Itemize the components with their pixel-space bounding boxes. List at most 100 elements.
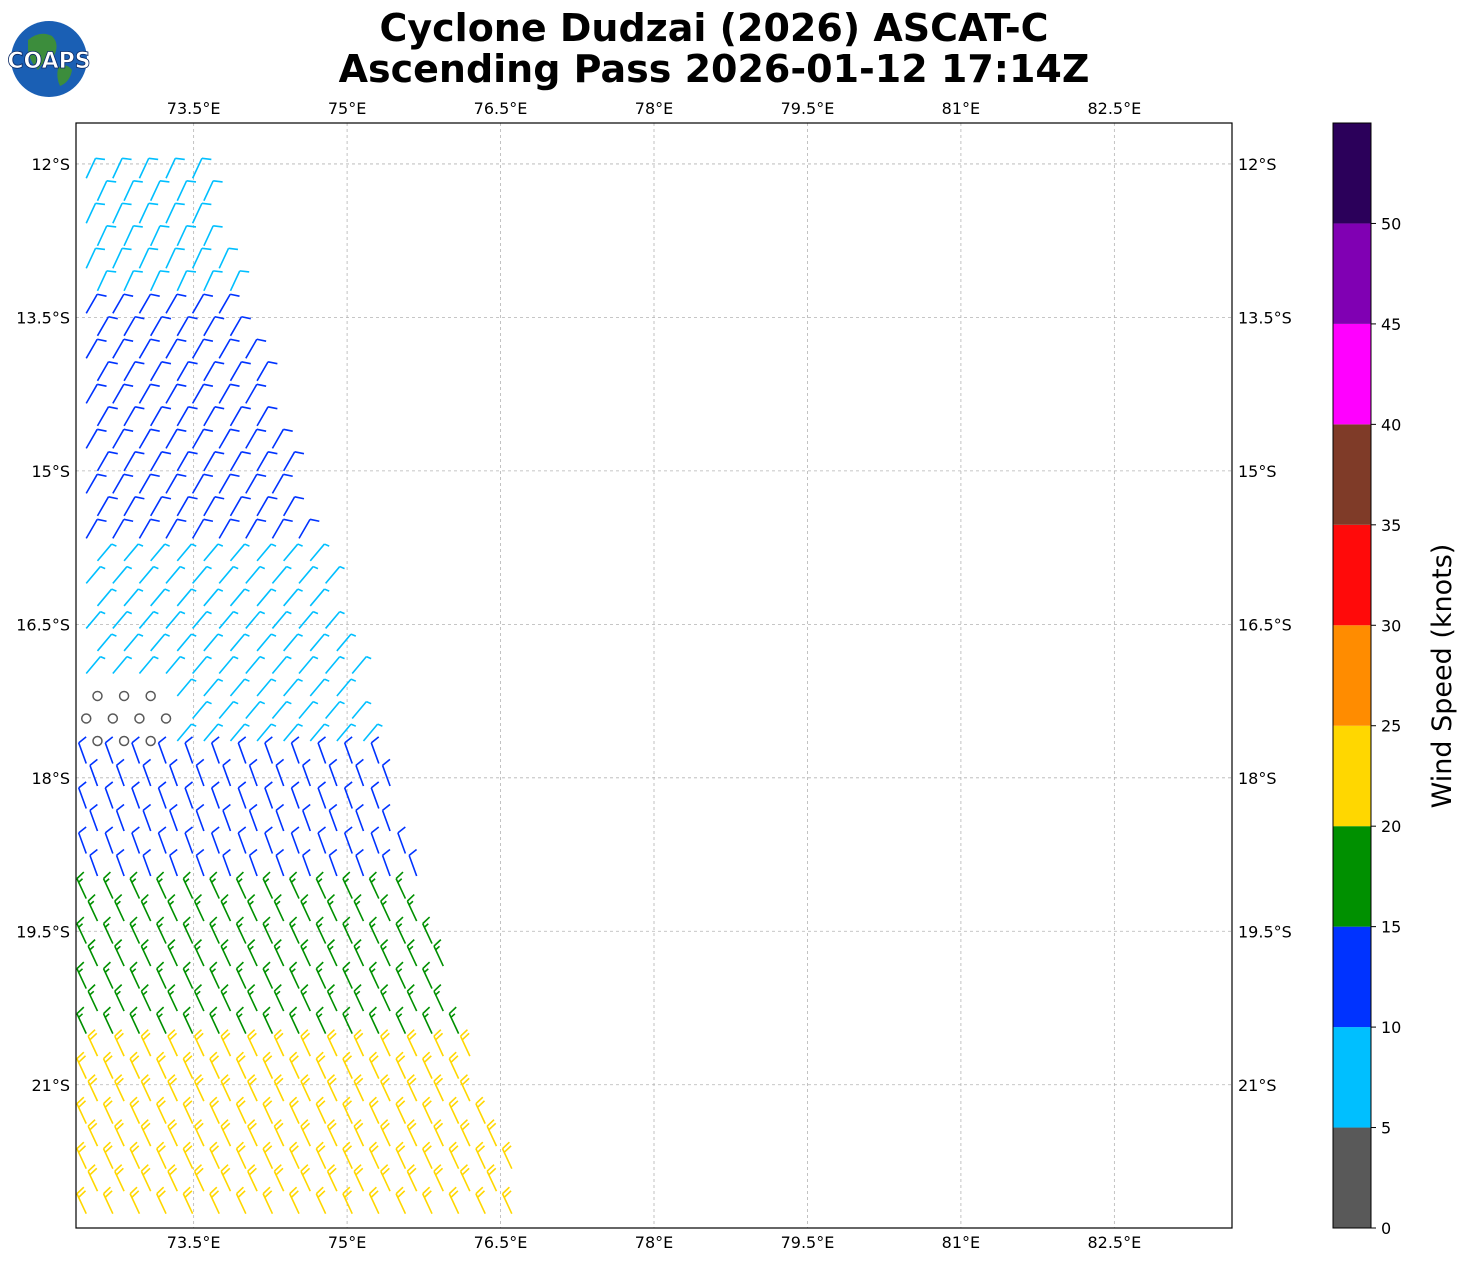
wind-barb <box>112 565 133 584</box>
lat-tick-label-right: 21°S <box>1238 1076 1277 1095</box>
wind-barb <box>273 939 285 967</box>
wind-barb <box>191 428 214 449</box>
wind-barb <box>112 157 132 179</box>
colorbar-bin <box>1333 223 1371 324</box>
wind-barb <box>229 633 250 652</box>
wind-barb <box>156 1096 167 1124</box>
wind-barb <box>203 496 225 517</box>
wind-barb <box>264 736 274 764</box>
wind-barb <box>256 678 277 697</box>
wind-barb <box>150 543 170 562</box>
wind-barb <box>96 633 117 652</box>
wind-barb <box>220 984 232 1012</box>
wind-barb <box>220 939 232 967</box>
wind-barb <box>220 1074 232 1102</box>
wind-barb <box>300 1074 311 1102</box>
wind-barb <box>475 1096 486 1124</box>
wind-barb <box>96 406 118 427</box>
wind-barb <box>288 1096 300 1124</box>
wind-barb <box>182 1186 194 1215</box>
wind-barb <box>203 225 223 247</box>
wind-barb <box>165 565 186 584</box>
wind-barb <box>115 848 125 877</box>
wind-barb <box>300 984 311 1012</box>
wind-barb <box>129 871 141 899</box>
wind-barb <box>203 180 223 202</box>
lon-tick-label-bottom: 73.5°E <box>167 1233 221 1252</box>
wind-barb <box>123 270 143 292</box>
wind-barb <box>123 360 145 382</box>
wind-barb <box>421 916 433 944</box>
wind-barb <box>192 610 212 629</box>
wind-barb <box>169 803 179 832</box>
wind-barb <box>96 451 118 472</box>
wind-barb <box>96 588 117 607</box>
wind-barb <box>218 428 240 449</box>
wind-barb <box>209 961 220 989</box>
wind-barb <box>176 678 197 697</box>
wind-barb <box>353 1074 365 1102</box>
lat-tick-label-right: 16.5°S <box>1238 615 1292 634</box>
wind-barb <box>326 1029 338 1057</box>
wind-barb <box>157 826 167 854</box>
wind-barb <box>165 473 187 494</box>
lat-tick-label-left: 18°S <box>31 769 70 788</box>
wind-barb <box>288 961 300 989</box>
lat-tick-label-right: 12°S <box>1238 155 1277 174</box>
wind-barb <box>138 293 160 314</box>
wind-barb <box>184 736 194 764</box>
wind-barb <box>85 565 106 584</box>
wind-barb <box>203 360 225 382</box>
wind-barb <box>247 984 258 1012</box>
lon-tick-label-bottom: 76.5°E <box>474 1233 528 1252</box>
wind-barb <box>328 848 338 877</box>
wind-barb <box>315 916 327 944</box>
wind-barb <box>96 543 117 562</box>
wind-barb <box>501 1186 513 1215</box>
wind-barb <box>300 1029 311 1057</box>
wind-barb <box>138 338 160 359</box>
wind-barb <box>381 758 391 787</box>
wind-barb <box>85 428 107 449</box>
wind-barb <box>176 225 197 247</box>
wind-barb <box>421 1096 433 1124</box>
wind-barb <box>112 473 134 494</box>
wind-barb <box>165 202 185 224</box>
wind-barb <box>96 315 118 337</box>
wind-barb <box>218 247 239 269</box>
wind-barb <box>245 655 266 674</box>
wind-barb <box>89 848 99 877</box>
wind-barb <box>229 360 251 382</box>
wind-barb <box>262 1141 274 1169</box>
wind-barb <box>129 916 141 944</box>
wind-barb <box>165 518 187 539</box>
wind-barb <box>176 315 198 337</box>
wind-barb <box>85 473 107 494</box>
wind-barb <box>138 518 160 539</box>
wind-barb <box>123 180 143 202</box>
wind-barb <box>248 848 258 877</box>
wind-barb <box>380 1119 391 1147</box>
wind-barb <box>167 984 179 1012</box>
coaps-logo: COAPS <box>7 21 91 97</box>
wind-barb <box>118 735 130 747</box>
wind-barb <box>176 633 197 652</box>
wind-barb <box>182 1096 194 1124</box>
wind-barb <box>370 736 380 764</box>
wind-barb <box>235 1141 247 1169</box>
wind-barb <box>273 1074 285 1102</box>
wind-barb <box>229 588 250 607</box>
wind-barb <box>317 826 327 854</box>
wind-barb <box>149 225 170 247</box>
wind-barb <box>176 180 197 202</box>
colorbar-frame <box>1332 122 1372 1229</box>
wind-barb <box>102 1096 114 1124</box>
wind-barb <box>315 1006 327 1034</box>
wind-barb <box>433 939 444 967</box>
wind-barb <box>87 1029 99 1057</box>
wind-barb <box>315 961 327 989</box>
wind-barb <box>298 700 319 719</box>
wind-barb <box>353 1029 365 1057</box>
wind-barb <box>395 1096 407 1124</box>
wind-barb <box>245 518 267 539</box>
